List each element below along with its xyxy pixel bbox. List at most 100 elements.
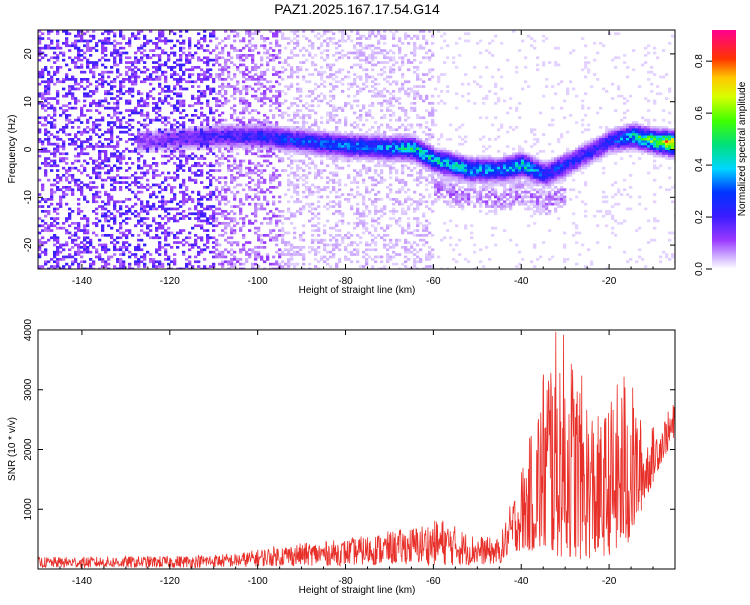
heatmap-cell <box>347 75 351 79</box>
heatmap-cell <box>332 94 336 98</box>
heatmap-cell <box>257 265 261 268</box>
heatmap-cell <box>47 114 51 117</box>
heatmap-cell <box>386 260 390 264</box>
heatmap-cell <box>317 73 321 76</box>
heatmap-cell <box>200 44 204 48</box>
heatmap-cell <box>320 130 324 134</box>
heatmap-cell <box>389 198 393 201</box>
heatmap-cell <box>317 267 321 269</box>
heatmap-cell <box>242 145 246 148</box>
heatmap-cell <box>56 46 60 50</box>
heatmap-cell <box>323 224 327 228</box>
heatmap-cell <box>344 198 348 201</box>
heatmap-cell <box>368 212 372 216</box>
heatmap-cell <box>236 118 240 122</box>
heatmap-cell <box>263 94 267 98</box>
heatmap-cell <box>278 262 282 266</box>
heatmap-cell <box>206 61 210 64</box>
heatmap-cell <box>128 183 132 187</box>
heatmap-cell <box>74 39 78 43</box>
heatmap-cell <box>245 123 249 127</box>
heatmap-cell <box>377 39 381 43</box>
heatmap-cell <box>272 178 276 182</box>
heatmap-cell <box>320 99 324 103</box>
heatmap-cell <box>191 246 195 249</box>
heatmap-cell <box>329 39 333 43</box>
heatmap-cell <box>113 121 117 124</box>
heatmap-cell <box>341 34 345 38</box>
heatmap-cell <box>191 171 195 175</box>
heatmap-cell <box>323 238 327 242</box>
heatmap-cell <box>41 106 45 110</box>
heatmap-cell <box>263 92 267 96</box>
heatmap-cell <box>356 140 360 144</box>
heatmap-cell <box>179 30 183 33</box>
heatmap-cell <box>197 219 201 223</box>
heatmap-cell <box>368 140 372 144</box>
heatmap-cell <box>182 250 186 254</box>
heatmap-cell <box>38 166 42 170</box>
heatmap-cell <box>92 63 96 67</box>
heatmap-cell <box>209 87 213 91</box>
heatmap-cell <box>323 169 327 172</box>
heatmap-cell <box>326 102 330 105</box>
heatmap-cell <box>341 138 345 141</box>
heatmap-cell <box>233 123 237 127</box>
heatmap-cell <box>134 106 138 110</box>
heatmap-cell <box>245 68 249 72</box>
heatmap-cell <box>371 94 375 98</box>
heatmap-cell <box>47 37 51 40</box>
heatmap-cell <box>290 135 294 139</box>
heatmap-cell <box>392 32 396 36</box>
heatmap-cell <box>164 178 168 182</box>
heatmap-cell <box>326 258 330 261</box>
heatmap-cell <box>293 32 297 36</box>
heatmap-cell <box>242 75 246 79</box>
heatmap-cell <box>299 66 303 69</box>
heatmap-cell <box>158 142 162 146</box>
heatmap-cell <box>56 68 60 72</box>
heatmap-cell <box>143 222 147 225</box>
heatmap-cell <box>38 116 42 120</box>
heatmap-cell <box>179 123 183 127</box>
heatmap-cell <box>71 140 75 144</box>
heatmap-cell <box>188 128 192 132</box>
heatmap-cell <box>239 70 243 74</box>
heatmap-cell <box>380 61 384 64</box>
heatmap-cell <box>62 30 66 33</box>
heatmap-cell <box>269 190 273 194</box>
heatmap-cell <box>224 217 228 220</box>
heatmap-cell <box>287 248 291 252</box>
heatmap-cell <box>185 236 189 240</box>
heatmap-cell <box>269 222 273 225</box>
heatmap-cell <box>275 90 279 93</box>
heatmap-cell <box>143 217 147 220</box>
heatmap-cell <box>353 145 357 148</box>
heatmap-cell <box>299 147 303 151</box>
heatmap-cell <box>176 102 180 105</box>
heatmap-cell <box>95 90 99 93</box>
heatmap-cell <box>56 181 60 184</box>
heatmap-cell <box>395 200 399 204</box>
heatmap-cell <box>341 212 345 216</box>
heatmap-cell <box>53 56 57 60</box>
heatmap-cell <box>77 159 81 163</box>
heatmap-cell <box>71 106 75 110</box>
heatmap-cell <box>287 181 291 184</box>
heatmap-cell <box>176 126 180 129</box>
heatmap-cell <box>317 171 321 175</box>
heatmap-cell <box>53 238 57 242</box>
heatmap-cell <box>317 142 321 146</box>
heatmap-cell <box>119 97 123 100</box>
heatmap-cell <box>287 188 291 192</box>
heatmap-cell <box>269 178 273 182</box>
heatmap-cell <box>347 222 351 225</box>
heatmap-cell <box>209 32 213 36</box>
heatmap-cell <box>350 241 354 244</box>
heatmap-cell <box>134 37 138 40</box>
heatmap-cell <box>95 85 99 88</box>
heatmap-cell <box>59 205 63 208</box>
heatmap-cell <box>356 150 360 153</box>
heatmap-cell <box>140 200 144 204</box>
heatmap-cell <box>317 246 321 249</box>
